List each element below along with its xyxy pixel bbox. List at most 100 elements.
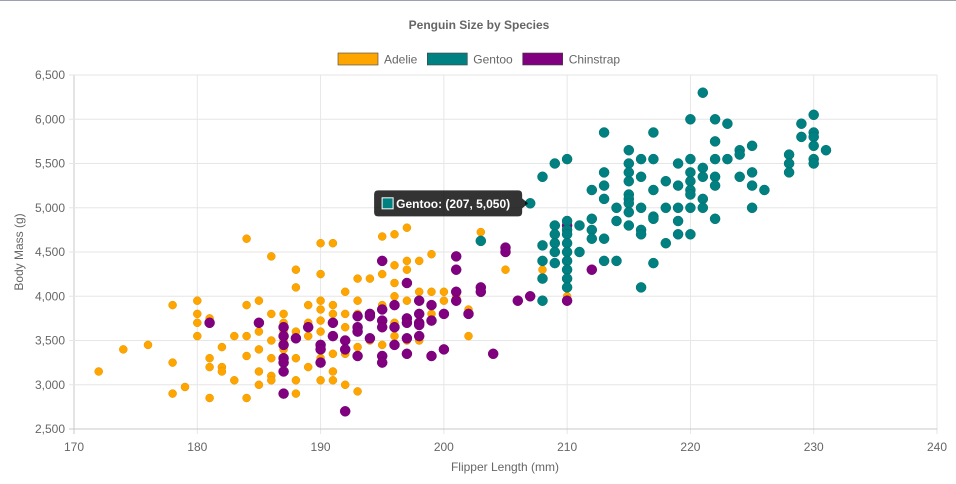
data-point-adelie[interactable] (464, 331, 473, 341)
data-point-chinstrap[interactable] (438, 308, 450, 320)
data-point-chinstrap[interactable] (524, 291, 536, 302)
data-point-chinstrap[interactable] (561, 295, 573, 306)
data-point-chinstrap[interactable] (389, 339, 400, 351)
data-point-gentoo[interactable] (685, 153, 696, 165)
data-point-gentoo[interactable] (746, 202, 758, 214)
legend-item-adelie[interactable]: Adelie (337, 53, 418, 67)
data-point-adelie[interactable] (303, 362, 313, 372)
data-point-gentoo[interactable] (697, 171, 709, 183)
data-point-chinstrap[interactable] (204, 317, 215, 329)
data-point-gentoo[interactable] (796, 131, 807, 143)
data-point-adelie[interactable] (328, 238, 338, 248)
data-point-gentoo[interactable] (709, 114, 721, 125)
data-point-adelie[interactable] (390, 230, 399, 239)
data-point-gentoo[interactable] (783, 149, 795, 160)
data-point-gentoo[interactable] (635, 229, 647, 240)
data-point-gentoo[interactable] (623, 144, 635, 156)
data-point-adelie[interactable] (254, 367, 264, 376)
data-point-chinstrap[interactable] (339, 335, 351, 346)
data-point-gentoo[interactable] (635, 171, 647, 183)
data-point-adelie[interactable] (168, 358, 177, 367)
data-point-gentoo[interactable] (549, 229, 561, 240)
data-point-gentoo[interactable] (648, 184, 659, 196)
data-point-gentoo[interactable] (808, 131, 819, 143)
data-point-gentoo[interactable] (586, 213, 598, 225)
data-point-gentoo[interactable] (611, 215, 622, 227)
data-point-adelie[interactable] (143, 340, 153, 350)
data-point-gentoo[interactable] (697, 202, 709, 214)
data-point-chinstrap[interactable] (339, 344, 351, 355)
data-point-chinstrap[interactable] (413, 295, 425, 306)
data-point-gentoo[interactable] (598, 255, 610, 267)
data-point-gentoo[interactable] (611, 202, 622, 214)
data-point-gentoo[interactable] (746, 167, 758, 178)
data-point-gentoo[interactable] (660, 237, 672, 249)
legend-item-chinstrap[interactable]: Chinstrap (522, 53, 621, 67)
data-point-gentoo[interactable] (549, 237, 561, 249)
data-point-chinstrap[interactable] (463, 308, 474, 320)
data-point-gentoo[interactable] (561, 255, 573, 267)
data-point-chinstrap[interactable] (512, 295, 524, 306)
data-point-adelie[interactable] (390, 278, 399, 288)
data-point-gentoo[interactable] (709, 180, 721, 191)
data-point-gentoo[interactable] (808, 109, 819, 121)
data-point-adelie[interactable] (340, 309, 350, 319)
data-point-adelie[interactable] (168, 300, 177, 310)
data-point-chinstrap[interactable] (278, 330, 289, 342)
data-point-adelie[interactable] (193, 331, 202, 341)
data-point-chinstrap[interactable] (450, 295, 462, 306)
data-point-adelie[interactable] (316, 376, 325, 385)
data-point-adelie[interactable] (254, 380, 264, 390)
data-point-adelie[interactable] (205, 393, 214, 403)
data-point-gentoo[interactable] (796, 118, 807, 129)
data-point-gentoo[interactable] (598, 180, 610, 191)
data-point-gentoo[interactable] (722, 118, 733, 129)
data-point-gentoo[interactable] (623, 175, 635, 187)
data-point-chinstrap[interactable] (401, 333, 413, 344)
data-point-adelie[interactable] (267, 376, 276, 385)
data-point-chinstrap[interactable] (253, 317, 265, 329)
data-point-gentoo[interactable] (623, 167, 635, 178)
data-point-chinstrap[interactable] (278, 388, 289, 399)
data-point-adelie[interactable] (242, 300, 251, 310)
data-point-gentoo[interactable] (820, 144, 832, 156)
data-point-gentoo[interactable] (734, 149, 745, 160)
data-point-gentoo[interactable] (709, 136, 721, 147)
data-point-gentoo[interactable] (746, 140, 758, 152)
data-point-adelie[interactable] (193, 309, 202, 319)
data-point-adelie[interactable] (328, 376, 338, 385)
data-point-chinstrap[interactable] (278, 321, 289, 333)
data-point-gentoo[interactable] (672, 215, 684, 227)
data-point-gentoo[interactable] (549, 220, 561, 231)
data-point-gentoo[interactable] (574, 220, 585, 231)
data-point-adelie[interactable] (242, 234, 251, 243)
data-point-chinstrap[interactable] (586, 264, 598, 275)
data-point-adelie[interactable] (205, 353, 214, 363)
data-point-chinstrap[interactable] (450, 251, 462, 262)
data-point-adelie[interactable] (390, 292, 399, 301)
data-point-chinstrap[interactable] (278, 366, 289, 377)
data-point-chinstrap[interactable] (426, 315, 437, 326)
data-point-adelie[interactable] (242, 351, 251, 361)
data-point-chinstrap[interactable] (302, 321, 314, 333)
data-point-adelie[interactable] (328, 300, 338, 310)
data-point-adelie[interactable] (94, 367, 103, 376)
data-point-adelie[interactable] (402, 296, 412, 305)
data-point-adelie[interactable] (267, 336, 276, 345)
data-point-adelie[interactable] (267, 353, 276, 363)
data-point-adelie[interactable] (193, 296, 202, 305)
data-point-chinstrap[interactable] (376, 304, 388, 315)
data-point-chinstrap[interactable] (487, 348, 499, 360)
data-point-adelie[interactable] (291, 283, 301, 292)
data-point-gentoo[interactable] (475, 235, 487, 247)
data-point-adelie[interactable] (328, 349, 338, 359)
data-point-adelie[interactable] (439, 287, 449, 297)
data-point-chinstrap[interactable] (364, 333, 376, 344)
data-point-chinstrap[interactable] (364, 310, 376, 322)
data-point-chinstrap[interactable] (376, 255, 388, 267)
data-point-adelie[interactable] (390, 261, 399, 270)
data-point-gentoo[interactable] (561, 215, 573, 227)
data-point-gentoo[interactable] (783, 167, 795, 178)
data-point-gentoo[interactable] (709, 153, 721, 165)
data-point-adelie[interactable] (402, 223, 412, 232)
